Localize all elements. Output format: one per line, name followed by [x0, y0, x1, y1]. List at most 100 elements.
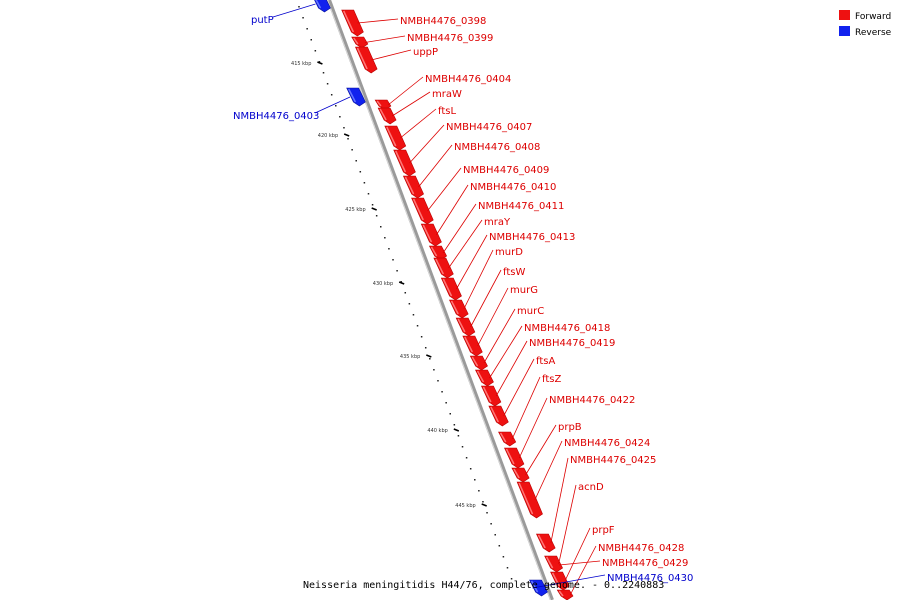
gene-feature-nmbh4476_0409[interactable]: [411, 197, 434, 225]
tick-mark: [343, 133, 350, 137]
gene-feature-shine: [530, 580, 539, 593]
gene-feature-shine: [379, 108, 387, 121]
gene-label-nmbh4476_0398[interactable]: NMBH4476_0398: [400, 16, 486, 27]
gene-feature-shine: [518, 482, 534, 515]
tick-mark: [371, 207, 377, 211]
gene-feature-nmbh4476_0419[interactable]: [480, 385, 502, 407]
gene-feature-nmbh4476_0410[interactable]: [420, 223, 442, 247]
gene-leader-line: [448, 219, 483, 269]
scale-dot: [363, 182, 366, 184]
gene-feature-murg[interactable]: [462, 335, 483, 357]
gene-feature-shine: [435, 258, 444, 275]
gene-feature-nmbh4476_0407[interactable]: [393, 149, 416, 177]
scale-dot: [343, 127, 345, 129]
gene-leader-line: [550, 457, 569, 544]
gene-label-putp[interactable]: putP: [251, 15, 274, 26]
gene-feature-uppp[interactable]: [355, 46, 378, 74]
gene-label-nmbh4476_0422[interactable]: NMBH4476_0422: [549, 395, 635, 406]
gene-feature-shine: [412, 198, 424, 221]
tick-mark: [426, 354, 432, 358]
gene-leader-line: [364, 35, 406, 43]
gene-label-nmbh4476_0408[interactable]: NMBH4476_0408: [454, 142, 540, 153]
gene-feature-nmbh4476_0413[interactable]: [440, 277, 462, 301]
gene-leader-line: [483, 308, 516, 364]
gene-feature-nmbh4476_0425[interactable]: [535, 533, 556, 553]
gene-feature-nmbh4476_0398[interactable]: [341, 9, 364, 37]
gene-feature-ftsa[interactable]: [488, 405, 509, 427]
gene-feature-nmbh4476_0424[interactable]: [516, 481, 543, 519]
gene-leader-line: [400, 108, 437, 139]
gene-feature-nmbh4476_0430[interactable]: [529, 579, 548, 597]
scale-dot: [339, 116, 341, 118]
gene-feature-nmbh4476_0403[interactable]: [346, 87, 366, 107]
tick-label: 445 kbp: [455, 503, 475, 509]
gene-label-nmbh4476_0419[interactable]: NMBH4476_0419: [529, 338, 615, 349]
gene-feature-acnd[interactable]: [544, 555, 563, 573]
gene-label-ftsa[interactable]: ftsA: [536, 356, 555, 367]
gene-label-murc[interactable]: murC: [517, 306, 544, 317]
gene-feature-shine: [422, 224, 433, 243]
gene-label-acnd[interactable]: acnD: [578, 482, 604, 493]
gene-label-mray[interactable]: mraY: [484, 217, 511, 228]
gene-feature-nmbh4476_0408[interactable]: [402, 175, 424, 199]
gene-feature-ftsl[interactable]: [384, 125, 407, 151]
gene-label-nmbh4476_0403[interactable]: NMBH4476_0403: [233, 111, 319, 122]
gene-label-nmbh4476_0411[interactable]: NMBH4476_0411: [478, 201, 564, 212]
gene-leader-line: [314, 96, 351, 114]
gene-label-mraw[interactable]: mraW: [432, 89, 462, 100]
scale-dot: [416, 325, 419, 327]
legend-label-reverse: Reverse: [855, 28, 892, 38]
gene-label-nmbh4476_0430[interactable]: NMBH4476_0430: [607, 573, 693, 584]
gene-feature-shine: [376, 100, 382, 107]
gene-label-nmbh4476_0418[interactable]: NMBH4476_0418: [524, 323, 610, 334]
scale-dot: [461, 446, 464, 448]
gene-label-prpf[interactable]: prpF: [592, 525, 615, 536]
gene-feature-shine: [558, 590, 564, 597]
gene-feature-mray[interactable]: [433, 257, 454, 279]
tick-label: 440 kbp: [427, 428, 447, 434]
gene-label-murg[interactable]: murG: [510, 285, 538, 296]
gene-feature-shine: [450, 300, 459, 315]
gene-label-nmbh4476_0428[interactable]: NMBH4476_0428: [598, 543, 684, 554]
gene-label-nmbh4476_0404[interactable]: NMBH4476_0404: [425, 74, 511, 85]
scale-dot: [384, 237, 386, 239]
scale-dot: [502, 556, 505, 558]
tick-label: 425 kbp: [345, 207, 365, 213]
scale-dot: [506, 567, 509, 569]
gene-feature-ftsw[interactable]: [455, 317, 476, 337]
gene-label-ftsl[interactable]: ftsL: [438, 106, 456, 117]
scale-dot: [367, 193, 370, 195]
gene-label-ftsw[interactable]: ftsW: [503, 267, 525, 278]
gene-feature-shine: [442, 278, 453, 297]
gene-label-nmbh4476_0407[interactable]: NMBH4476_0407: [446, 122, 532, 133]
backbone-line: [327, 0, 554, 600]
gene-feature-shine: [551, 572, 560, 587]
gene-leader-line: [371, 49, 412, 61]
scale-dot: [433, 369, 435, 371]
gene-label-uppp[interactable]: uppP: [413, 47, 438, 58]
gene-feature-shine: [499, 432, 507, 443]
gene-feature-nmbh4476_0418[interactable]: [475, 369, 494, 387]
gene-leader-line: [391, 91, 431, 117]
gene-label-nmbh4476_0410[interactable]: NMBH4476_0410: [470, 182, 556, 193]
scale-dot: [359, 171, 362, 173]
gene-label-nmbh4476_0429[interactable]: NMBH4476_0429: [602, 558, 688, 569]
gene-label-nmbh4476_0425[interactable]: NMBH4476_0425: [570, 455, 656, 466]
gene-label-murd[interactable]: murD: [495, 247, 523, 258]
gene-leader-line: [427, 167, 462, 212]
gene-label-nmbh4476_0424[interactable]: NMBH4476_0424: [564, 438, 650, 449]
gene-leader-line: [456, 234, 488, 290]
gene-leader-line: [564, 527, 591, 582]
scale-dot: [449, 413, 451, 415]
gene-feature-nmbh4476_0422[interactable]: [504, 447, 525, 469]
gene-label-nmbh4476_0409[interactable]: NMBH4476_0409: [463, 165, 549, 176]
gene-label-nmbh4476_0399[interactable]: NMBH4476_0399: [407, 33, 493, 44]
gene-feature-murd[interactable]: [449, 299, 469, 319]
gene-label-nmbh4476_0413[interactable]: NMBH4476_0413: [489, 232, 575, 243]
gene-leader-line: [272, 3, 316, 18]
gene-label-ftsz[interactable]: ftsZ: [542, 374, 561, 385]
gene-label-prpb[interactable]: prpB: [558, 422, 582, 433]
gene-feature-mraw[interactable]: [377, 107, 397, 125]
scale-dot: [490, 523, 492, 525]
scale-dot: [335, 105, 337, 107]
